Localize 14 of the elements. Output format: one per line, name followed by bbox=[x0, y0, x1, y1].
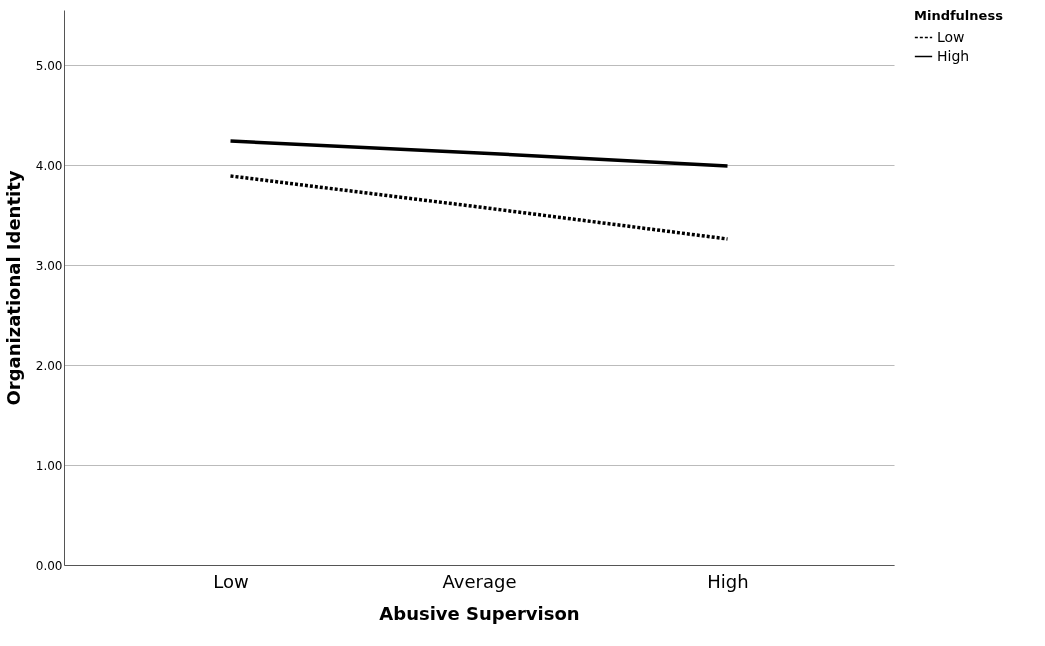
x-tick-label: Average bbox=[442, 570, 517, 592]
x-tick-label: High bbox=[707, 570, 749, 592]
y-tick-label: 4.00 bbox=[35, 158, 63, 173]
y-tick-label: 1.00 bbox=[35, 458, 63, 473]
y-tick-label: 2.00 bbox=[35, 358, 63, 373]
legend-label: High bbox=[937, 47, 970, 64]
y-axis-title: Organizational Identity bbox=[2, 170, 24, 406]
legend-title: Mindfulness bbox=[914, 8, 1004, 23]
legend-label: Low bbox=[937, 28, 965, 45]
y-tick-label: 3.00 bbox=[35, 258, 63, 273]
y-tick-label: 0.00 bbox=[35, 558, 63, 573]
y-tick-label: 5.00 bbox=[35, 58, 63, 73]
x-tick-label: Low bbox=[213, 570, 249, 592]
x-axis-title: Abusive Supervison bbox=[379, 602, 580, 624]
